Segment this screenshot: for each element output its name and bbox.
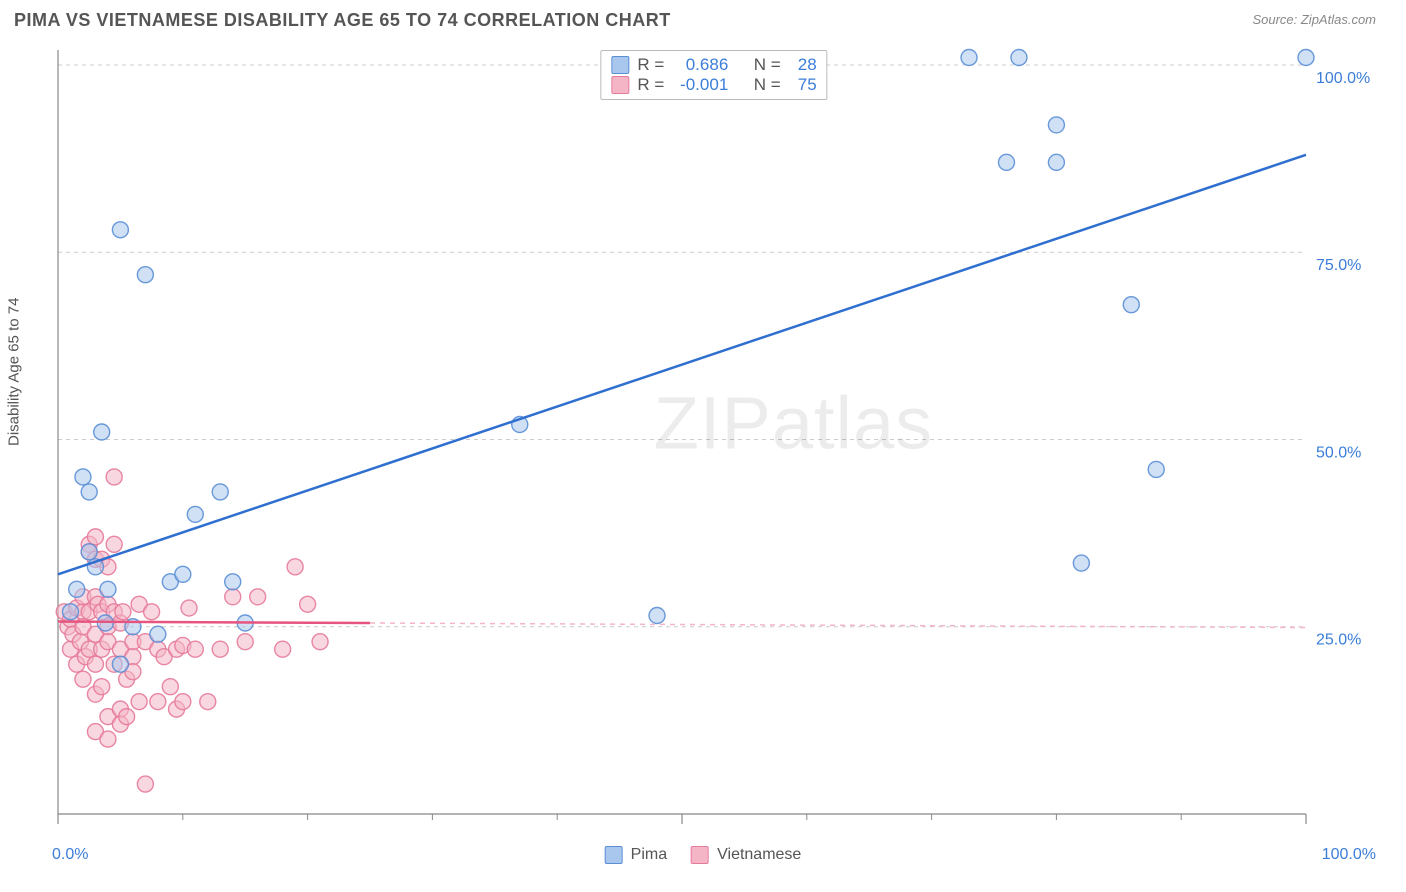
swatch-pima-icon: [605, 846, 623, 864]
svg-text:75.0%: 75.0%: [1316, 257, 1361, 274]
correlation-chart: PIMA VS VIETNAMESE DISABILITY AGE 65 TO …: [10, 10, 1396, 882]
y-axis-title: Disability Age 65 to 74: [6, 298, 23, 446]
legend-label: Pima: [631, 846, 667, 864]
n-label: N =: [754, 75, 781, 95]
r-label: R =: [637, 55, 664, 75]
legend-item-vietnamese: Vietnamese: [691, 846, 801, 864]
swatch-vietnamese: [611, 76, 629, 94]
legend-row-pima: R = 0.686 N = 28: [611, 55, 816, 75]
r-value: -0.001: [672, 75, 728, 95]
n-value: 75: [789, 75, 817, 95]
svg-text:50.0%: 50.0%: [1316, 444, 1361, 461]
r-label: R =: [637, 75, 664, 95]
svg-text:25.0%: 25.0%: [1316, 632, 1361, 649]
legend-label: Vietnamese: [717, 846, 801, 864]
swatch-vietnamese-icon: [691, 846, 709, 864]
x-tick-max: 100.0%: [1322, 846, 1376, 864]
scatter-plot-svg: 25.0% 50.0% 75.0% 100.0%: [52, 46, 1376, 832]
swatch-pima: [611, 56, 629, 74]
n-value: 28: [789, 55, 817, 75]
series-legend: Pima Vietnamese: [605, 846, 802, 864]
correlation-legend: R = 0.686 N = 28 R = -0.001 N = 75: [600, 50, 827, 100]
r-value: 0.686: [672, 55, 728, 75]
chart-title: PIMA VS VIETNAMESE DISABILITY AGE 65 TO …: [14, 10, 1396, 31]
legend-row-vietnamese: R = -0.001 N = 75: [611, 75, 816, 95]
source-label: Source: ZipAtlas.com: [1252, 12, 1376, 27]
plot-area: R = 0.686 N = 28 R = -0.001 N = 75 ZIPat…: [52, 46, 1376, 832]
x-tick-min: 0.0%: [52, 846, 88, 864]
legend-item-pima: Pima: [605, 846, 667, 864]
n-label: N =: [754, 55, 781, 75]
svg-text:100.0%: 100.0%: [1316, 70, 1370, 87]
